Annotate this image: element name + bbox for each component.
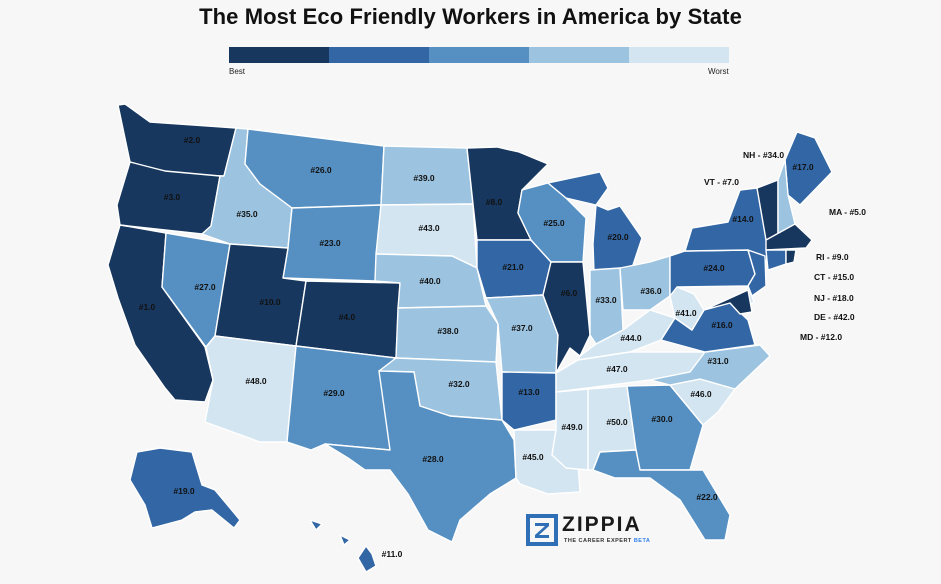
state-rank-oh: #36.0 [640,286,662,296]
state-rank-fl: #22.0 [696,492,718,502]
state-il[interactable] [542,261,591,374]
state-rank-tx: #28.0 [422,454,444,464]
legend-swatch-1 [229,47,329,63]
state-rank-nd: #39.0 [413,173,435,183]
state-rank-ia: #21.0 [502,262,524,272]
state-rank-mt: #26.0 [310,165,332,175]
state-tx[interactable] [324,370,517,543]
legend-swatch-4 [529,47,629,63]
state-rank-ga: #30.0 [651,414,673,424]
state-ri[interactable] [785,249,797,265]
legend-best-label: Best [229,67,246,76]
legend-worst-label: Worst [708,67,729,76]
state-rank-hi: #11.0 [382,549,403,559]
state-md[interactable] [703,289,753,315]
callout-ct: CT - #15.0 [814,272,855,282]
state-ma[interactable] [765,223,813,251]
state-rank-ak: #19.0 [173,486,195,496]
state-rank-ut: #10.0 [259,297,281,307]
state-nc[interactable] [649,344,771,390]
state-rank-id: #35.0 [236,209,258,219]
state-rank-ky: #44.0 [620,333,642,343]
state-rank-wy: #23.0 [319,238,341,248]
state-rank-ne: #40.0 [419,276,441,286]
state-rank-il: #6.0 [561,288,578,298]
state-rank-ca: #1.0 [139,302,156,312]
state-ks[interactable] [395,305,499,363]
state-rank-az: #48.0 [245,376,267,386]
state-rank-co: #4.0 [339,312,356,322]
state-rank-mo: #37.0 [511,323,533,333]
callout-ma: MA - #5.0 [829,207,867,217]
state-rank-me: #17.0 [792,162,814,172]
state-rank-sd: #43.0 [418,223,440,233]
state-rank-ok: #32.0 [448,379,470,389]
state-az[interactable] [204,335,297,443]
state-rank-wv: #41.0 [675,308,697,318]
state-rank-ny: #14.0 [732,214,754,224]
state-ak[interactable] [129,447,241,529]
state-rank-al: #50.0 [606,417,628,427]
state-rank-mn: #8.0 [486,197,503,207]
callout-nh: NH - #34.0 [743,150,785,160]
state-hi[interactable] [309,519,377,573]
state-rank-la: #45.0 [522,452,544,462]
state-rank-mi: #20.0 [607,232,629,242]
state-rank-wa: #2.0 [184,135,201,145]
state-nh[interactable] [777,159,796,237]
state-ct[interactable] [765,249,787,271]
state-rank-in: #33.0 [595,295,617,305]
callout-nj: NJ - #18.0 [814,293,854,303]
state-rank-pa: #24.0 [703,263,725,273]
state-wy[interactable] [282,204,382,282]
state-rank-nm: #29.0 [323,388,345,398]
state-rank-ks: #38.0 [437,326,459,336]
zippia-logo-icon [526,514,558,546]
state-rank-nc: #31.0 [707,356,729,366]
brand-name: ZIPPIA [562,513,642,536]
state-rank-wi: #25.0 [543,218,565,228]
state-fl[interactable] [592,449,731,541]
brand-tagline: THE CAREER EXPERT BETA [564,538,651,544]
legend-swatch-5 [629,47,729,63]
zippia-brand: ZIPPIA THE CAREER EXPERT BETA [526,513,651,547]
state-rank-va: #16.0 [711,320,733,330]
state-rank-nv: #27.0 [194,282,216,292]
state-ny[interactable] [684,187,771,263]
page-title: The Most Eco Friendly Workers in America… [199,4,742,29]
callout-vt: VT - #7.0 [704,177,739,187]
callout-ri: RI - #9.0 [816,252,849,262]
state-mi[interactable] [547,171,643,273]
state-ar[interactable] [501,371,557,431]
state-nm[interactable] [286,345,397,451]
state-rank-sc: #46.0 [690,389,712,399]
state-rank-or: #3.0 [164,192,181,202]
state-rank-tn: #47.0 [606,364,628,374]
color-legend [229,47,729,63]
callout-md: MD - #12.0 [800,332,843,342]
state-rank-ms: #49.0 [561,422,583,432]
state-rank-ar: #13.0 [518,387,540,397]
legend-swatch-3 [429,47,529,63]
callout-de: DE - #42.0 [814,312,855,322]
legend-swatch-2 [329,47,429,63]
